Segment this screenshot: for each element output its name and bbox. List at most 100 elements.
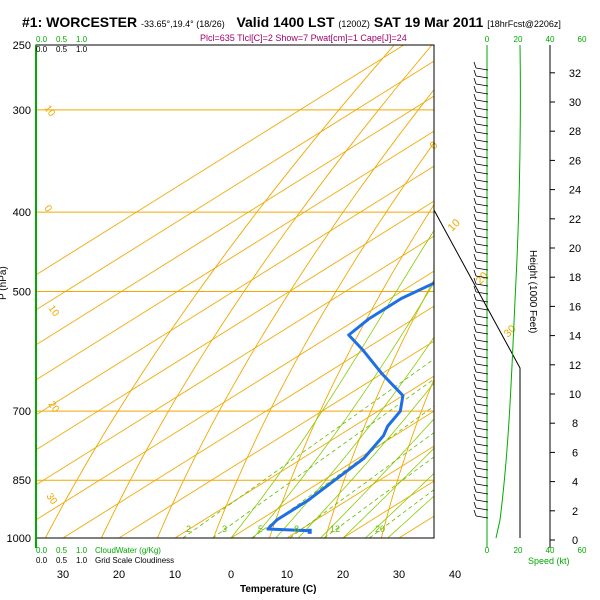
height-tick-label: 0	[572, 535, 578, 547]
wind-barb-flag	[473, 125, 477, 133]
wind-barb-flag	[473, 245, 477, 253]
cloud-scale-label: 0.0	[36, 546, 48, 555]
height-tick-label: 20	[569, 243, 581, 255]
height-axis-label: Height (1000 Feet)	[527, 250, 538, 334]
temperature-tick-label: 20	[113, 569, 125, 581]
isotherm-line	[36, 95, 434, 346]
dry-adiabat	[437, 45, 600, 538]
wind-barb	[475, 291, 489, 295]
wind-barb-flag	[473, 85, 477, 93]
wind-barb	[475, 203, 489, 207]
height-curve	[495, 44, 521, 539]
wind-barb-flag	[473, 237, 477, 245]
isotherm-line	[36, 270, 434, 521]
dry-adiabat	[45, 45, 395, 538]
isotherm-line	[286, 445, 434, 538]
wind-barb	[475, 403, 489, 407]
mixing-ratio-line	[182, 358, 434, 538]
height-tick-label: 32	[569, 68, 581, 80]
wind-barb	[475, 507, 489, 511]
isotherm-line	[62, 305, 434, 538]
wind-barb-flag	[473, 485, 477, 493]
wind-barb	[475, 211, 489, 215]
wind-barb-flag	[473, 173, 477, 181]
title-date: SAT 19 Mar 2011	[373, 14, 484, 30]
wind-barb	[475, 179, 489, 183]
cloud-scale-label: 1.0	[76, 45, 88, 54]
pressure-tick-label: 850	[13, 475, 31, 487]
wind-barb	[475, 99, 489, 103]
adiabat-value-label: 30	[502, 323, 519, 340]
wind-barb	[475, 83, 489, 87]
mixing-ratio-line	[289, 432, 434, 538]
wind-barb	[475, 267, 489, 271]
pressure-tick-label: 1000	[7, 533, 31, 545]
temperature-tick-label: 0	[228, 569, 234, 581]
moist-adiabat	[320, 418, 434, 538]
height-tick-label: 2	[572, 506, 578, 518]
dry-adiabat	[212, 142, 434, 538]
wind-barb	[475, 275, 489, 279]
mixing-ratio-line	[323, 456, 434, 538]
cloud-scale-label: 0.0	[36, 556, 48, 565]
wind-barb	[475, 411, 489, 415]
mixing-ratio-label: 2	[186, 524, 191, 534]
temperature-tick-label: 30	[393, 569, 405, 581]
mixing-ratio-label: 12	[330, 524, 340, 534]
wind-barb-flag	[473, 117, 477, 125]
isotherm-line	[36, 165, 434, 416]
wind-barb	[475, 171, 489, 175]
speed-tick-label: 60	[578, 35, 587, 44]
wind-barb-flag	[473, 109, 477, 117]
wind-barb-flag	[473, 341, 477, 349]
moist-adiabat	[365, 472, 434, 538]
wind-barb-flag	[473, 189, 477, 197]
dry-adiabat	[549, 45, 600, 538]
wind-barb-flag	[473, 101, 477, 109]
wind-barb	[475, 475, 489, 479]
wind-barb	[475, 491, 489, 495]
wind-barb-flag	[473, 197, 477, 205]
dry-adiabat	[493, 45, 600, 538]
wind-barb-flag	[473, 285, 477, 293]
wind-barb	[475, 387, 489, 391]
pressure-tick-label: 400	[13, 207, 31, 219]
dewpoint-line	[266, 281, 434, 533]
wind-barb-flag	[473, 157, 477, 165]
wind-barb-flag	[473, 437, 477, 445]
wind-barb	[475, 499, 489, 503]
wind-barb-flag	[473, 229, 477, 237]
height-tick-label: 14	[569, 331, 581, 343]
height-tick-label: 10	[569, 389, 581, 401]
height-tick-label: 8	[572, 418, 578, 430]
title-valid: Valid 1400 LST	[236, 14, 335, 30]
isotherm-line	[36, 235, 434, 486]
wind-barb	[475, 67, 489, 71]
hodograph-boundary	[433, 209, 521, 538]
wind-barb	[475, 243, 489, 247]
isotherm-value-label: 0	[42, 203, 54, 214]
pressure-tick-label: 250	[13, 40, 31, 52]
cloud-scale-label: 1.0	[76, 35, 88, 44]
pressure-tick-label: 500	[13, 287, 31, 299]
wind-barb-flag	[473, 205, 477, 213]
wind-barb-flag	[473, 501, 477, 509]
wind-barb-flag	[473, 261, 477, 269]
height-tick-label: 30	[569, 97, 581, 109]
grid-scale-label: Grid Scale Cloudiness	[95, 556, 174, 565]
isotherm-line	[230, 410, 434, 538]
wind-barb	[475, 75, 489, 79]
wind-barb	[475, 91, 489, 95]
adiabat-value-label: 20	[474, 270, 491, 287]
wind-barb	[475, 107, 489, 111]
height-tick-label: 12	[569, 360, 581, 372]
wind-barb-flag	[473, 165, 477, 173]
speed-tick-label: 0	[485, 546, 490, 555]
cloud-scale-label: 0.5	[56, 45, 68, 54]
wind-barb-flag	[473, 397, 477, 405]
chart-subtitle: Plcl=635 Tlcl[C]=2 Show=7 Pwat[cm]=1 Cap…	[200, 33, 407, 43]
speed-tick-label: 60	[578, 546, 587, 555]
moist-adiabat	[342, 447, 434, 538]
wind-barb-flag	[473, 277, 477, 285]
